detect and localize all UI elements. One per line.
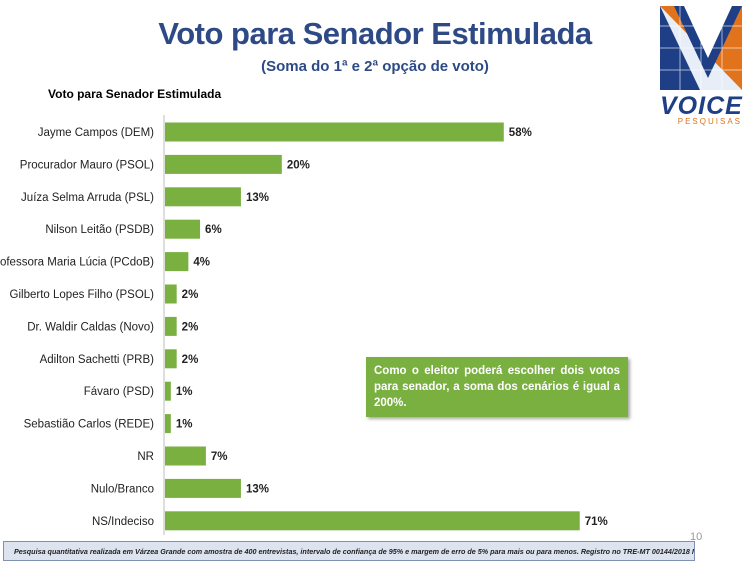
bar: [165, 511, 580, 531]
bar: [165, 284, 177, 304]
data-label: 71%: [585, 516, 608, 528]
category-label: Nilson Leitão (PSDB): [45, 224, 154, 236]
bar: [165, 187, 241, 207]
bar: [165, 219, 201, 239]
data-label: 13%: [246, 483, 269, 495]
category-label: Sebastião Carlos (REDE): [24, 419, 155, 431]
data-label: 7%: [211, 451, 228, 463]
data-label: 13%: [246, 192, 269, 204]
data-label: 1%: [176, 419, 193, 431]
data-label: 2%: [182, 289, 199, 301]
voice-logo-icon: [660, 6, 742, 90]
bar: [165, 381, 171, 401]
category-label: Juíza Selma Arruda (PSL): [21, 192, 154, 204]
category-label: NR: [137, 451, 154, 463]
bar: [165, 122, 504, 142]
bar: [165, 478, 241, 498]
data-label: 2%: [182, 321, 199, 333]
category-label: Dr. Waldir Caldas (Novo): [27, 321, 154, 333]
data-label: 58%: [509, 127, 532, 139]
chart-title: Voto para Senador Estimulada: [48, 87, 222, 101]
bar: [165, 154, 282, 174]
bar: [165, 252, 189, 272]
page-number: 10: [690, 531, 703, 543]
page-subtitle: (Soma do 1ª e 2ª opção de voto): [261, 58, 489, 75]
category-label: Fávaro (PSD): [84, 386, 154, 398]
bar: [165, 414, 171, 434]
bar: [165, 316, 177, 336]
category-label: Professora Maria Lúcia (PCdoB): [0, 257, 154, 269]
category-label: Procurador Mauro (PSOL): [20, 159, 154, 171]
category-label: NS/Indeciso: [92, 516, 154, 528]
bar-chart: Jayme Campos (DEM) 58% Procurador Mauro (P…: [0, 115, 608, 535]
data-label: 20%: [287, 159, 310, 171]
bar: [165, 446, 206, 466]
footnote: Pesquisa quantitativa realizada em Várze…: [3, 541, 695, 561]
callout-note: Como o eleitor poderá escolher dois voto…: [366, 357, 628, 417]
page-title: Voto para Senador Estimulada: [158, 16, 592, 51]
data-label: 1%: [176, 386, 193, 398]
logo-tagline: PESQUISAS: [677, 117, 742, 126]
category-label: Gilberto Lopes Filho (PSOL): [10, 289, 155, 301]
category-label: Nulo/Branco: [91, 483, 154, 495]
category-label: Jayme Campos (DEM): [38, 127, 154, 139]
data-label: 6%: [205, 224, 222, 236]
category-label: Adilton Sachetti (PRB): [40, 354, 155, 366]
data-label: 4%: [193, 257, 210, 269]
data-label: 2%: [182, 354, 199, 366]
logo-wordmark: VOICE: [660, 92, 743, 120]
bar: [165, 349, 177, 369]
